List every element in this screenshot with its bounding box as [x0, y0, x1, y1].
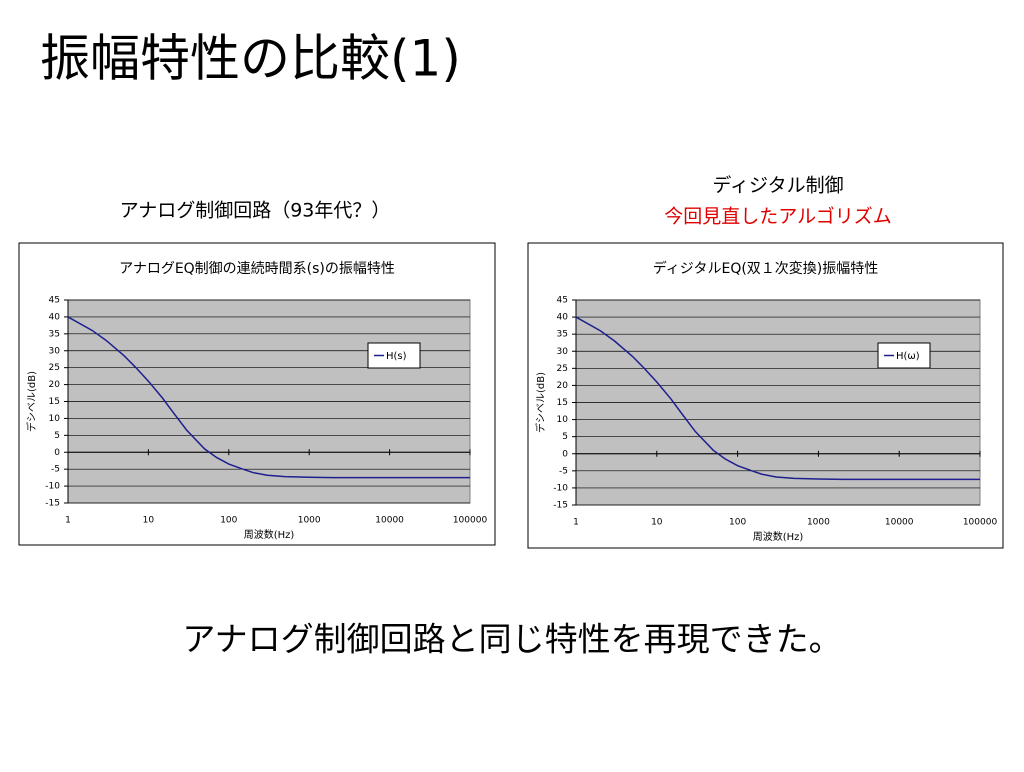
- y-tick-label: 5: [562, 432, 568, 442]
- x-tick-label: 10: [651, 518, 663, 528]
- x-tick-label: 10000: [885, 518, 914, 528]
- y-tick-label: 25: [49, 363, 60, 373]
- y-tick-label: -5: [51, 465, 60, 475]
- legend-label: H(ω): [896, 351, 920, 362]
- legend-box: [367, 342, 421, 369]
- x-tick-label: 100000: [963, 518, 998, 528]
- x-tick-label: 100000: [453, 516, 488, 526]
- y-tick-label: 10: [557, 415, 569, 425]
- right-caption: ディジタル制御: [712, 175, 843, 197]
- x-tick-label: 100: [729, 518, 746, 528]
- x-tick-label: 10000: [375, 516, 404, 526]
- right-caption-red: 今回見直したアルゴリズム: [664, 206, 891, 228]
- y-tick-label: 0: [54, 448, 60, 458]
- chart-title: アナログEQ制御の連続時間系(s)の振幅特性: [119, 260, 395, 277]
- x-axis-label: 周波数(Hz): [244, 528, 295, 541]
- y-tick-label: -15: [45, 499, 60, 509]
- y-tick-label: -10: [553, 483, 568, 493]
- x-tick-label: 1: [573, 518, 579, 528]
- y-tick-label: 20: [557, 381, 569, 391]
- slide-title: 振幅特性の比較(1): [40, 30, 461, 88]
- series-line: [575, 316, 980, 481]
- y-tick-label: 35: [49, 329, 60, 339]
- x-tick-label: 1: [65, 516, 71, 526]
- y-axis-label: デシベル(dB): [534, 372, 547, 433]
- y-tick-label: 25: [557, 364, 568, 374]
- y-tick-label: 40: [49, 312, 61, 322]
- left-caption: アナログ制御回路（93年代？）: [120, 200, 391, 222]
- y-tick-label: 10: [49, 414, 61, 424]
- y-tick-label: 40: [557, 313, 569, 323]
- y-tick-label: 45: [557, 296, 568, 306]
- y-tick-label: 0: [562, 449, 568, 459]
- chart-title: ディジタルEQ(双１次変換)振幅特性: [653, 260, 879, 277]
- conclusion: アナログ制御回路と同じ特性を再現できた。: [182, 620, 841, 659]
- x-tick-label: 10: [143, 516, 155, 526]
- x-tick-label: 1000: [807, 518, 830, 528]
- y-tick-label: 5: [54, 431, 60, 441]
- y-tick-label: 15: [49, 397, 60, 407]
- x-tick-label: 1000: [298, 516, 321, 526]
- y-tick-label: -15: [553, 501, 568, 511]
- y-tick-label: 20: [49, 380, 61, 390]
- y-axis-label: デシベル(dB): [25, 371, 38, 432]
- y-tick-label: 35: [557, 330, 568, 340]
- y-tick-label: 30: [557, 347, 569, 357]
- x-axis-label: 周波数(Hz): [753, 530, 804, 543]
- legend-label: H(s): [386, 351, 407, 362]
- y-tick-label: 30: [49, 346, 61, 356]
- series-line: [67, 316, 470, 479]
- y-tick-label: 45: [49, 296, 60, 306]
- x-tick-label: 100: [220, 516, 237, 526]
- y-tick-label: -5: [559, 466, 568, 476]
- y-tick-label: 15: [557, 398, 568, 408]
- y-tick-label: -10: [45, 482, 60, 492]
